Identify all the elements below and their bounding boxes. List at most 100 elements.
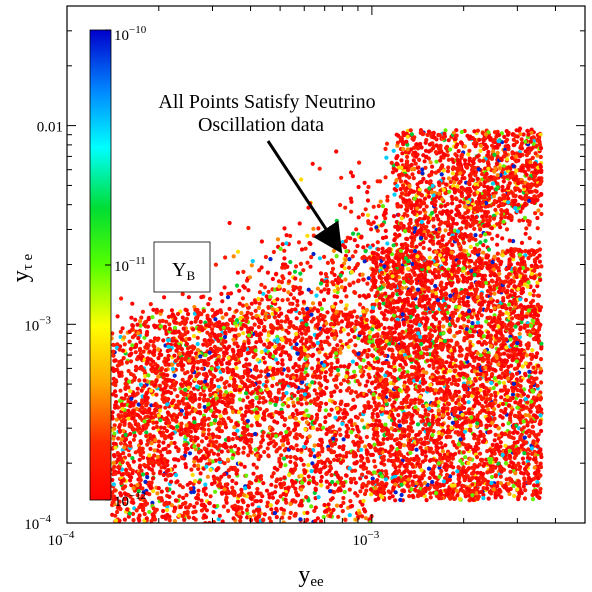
data-point	[504, 477, 509, 482]
data-point	[259, 265, 264, 270]
data-point	[206, 427, 211, 432]
data-point	[192, 361, 197, 366]
data-point	[416, 250, 421, 255]
data-point	[227, 220, 232, 226]
data-point	[437, 191, 442, 196]
data-point	[264, 294, 269, 299]
data-point	[148, 362, 153, 367]
data-point	[370, 251, 376, 256]
data-point	[275, 360, 280, 366]
data-point	[452, 187, 457, 192]
data-point	[163, 405, 168, 410]
data-point	[468, 244, 473, 249]
data-point	[492, 407, 497, 412]
data-point	[374, 298, 379, 303]
data-point	[299, 177, 304, 182]
data-point	[509, 363, 514, 368]
data-point	[257, 301, 262, 306]
data-point	[397, 419, 402, 424]
data-point	[461, 169, 466, 175]
data-point	[513, 193, 518, 198]
data-point	[483, 238, 488, 243]
data-point	[285, 297, 290, 302]
data-point	[301, 268, 306, 273]
data-point	[526, 198, 532, 203]
data-point	[462, 215, 467, 220]
data-point	[383, 469, 388, 474]
data-point	[414, 232, 419, 237]
data-point	[414, 154, 419, 159]
data-point	[395, 140, 400, 145]
data-point	[372, 442, 377, 447]
data-point	[139, 388, 144, 393]
data-point	[499, 212, 504, 217]
data-point	[209, 366, 214, 371]
data-point	[282, 226, 287, 231]
data-point	[399, 191, 405, 196]
data-point	[395, 183, 400, 189]
data-point	[411, 237, 416, 242]
data-point	[377, 302, 382, 307]
data-point	[381, 385, 386, 390]
data-point	[377, 305, 382, 311]
data-point	[394, 188, 399, 193]
data-point	[382, 282, 387, 287]
data-point	[533, 151, 538, 156]
data-point	[441, 168, 446, 173]
data-point	[237, 288, 242, 293]
data-point	[530, 497, 536, 502]
data-point	[383, 216, 388, 221]
data-point	[478, 143, 483, 148]
data-point	[395, 227, 401, 232]
data-point	[473, 237, 478, 242]
data-point	[469, 171, 474, 176]
data-point	[295, 298, 300, 304]
data-point	[442, 220, 448, 225]
data-point	[421, 245, 426, 250]
data-point	[322, 287, 327, 292]
data-point	[278, 246, 283, 251]
data-point	[519, 240, 525, 245]
data-point	[497, 196, 502, 201]
data-point	[430, 164, 435, 169]
data-point	[502, 175, 507, 180]
data-point	[422, 196, 428, 201]
data-point	[530, 348, 535, 353]
data-point	[249, 263, 254, 268]
data-point	[284, 241, 289, 246]
data-point	[360, 255, 365, 261]
data-point	[379, 270, 385, 275]
data-point	[288, 301, 293, 306]
data-point	[148, 446, 153, 451]
data-point	[418, 202, 424, 207]
data-point	[199, 439, 205, 444]
data-point	[292, 269, 298, 274]
data-point	[371, 396, 376, 401]
data-point	[525, 128, 530, 133]
data-point	[239, 310, 244, 316]
data-point	[410, 172, 415, 177]
data-point	[391, 214, 397, 219]
data-point	[413, 226, 418, 231]
data-point	[468, 344, 473, 349]
data-point	[131, 459, 136, 464]
data-point	[491, 216, 497, 221]
data-point	[405, 162, 410, 168]
data-point	[431, 135, 436, 140]
data-point	[454, 207, 459, 212]
data-point	[341, 313, 346, 318]
data-point	[431, 217, 436, 222]
data-point	[188, 374, 193, 379]
data-point	[394, 168, 399, 173]
data-point	[408, 249, 413, 254]
data-point	[206, 432, 211, 437]
data-point	[487, 215, 493, 220]
data-point	[440, 242, 445, 247]
data-point	[336, 280, 341, 285]
data-point	[241, 284, 246, 289]
data-point	[329, 270, 334, 275]
data-point	[399, 492, 404, 498]
data-point	[288, 342, 293, 347]
data-point	[443, 191, 448, 196]
data-point	[275, 297, 280, 302]
